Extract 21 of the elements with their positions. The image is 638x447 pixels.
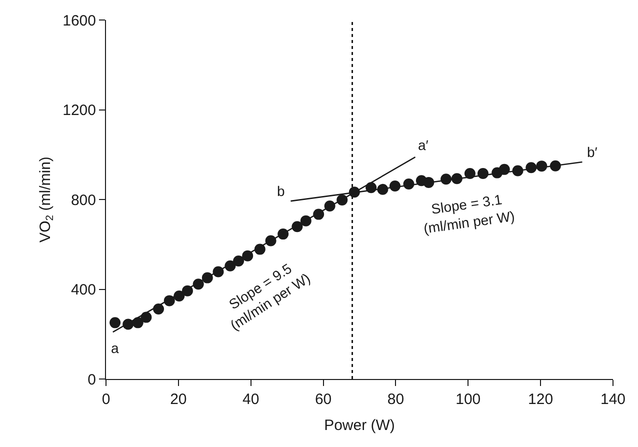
y-tick-label: 0 — [88, 371, 96, 388]
y-tick-label: 400 — [70, 282, 96, 298]
y-tick-label: 1200 — [62, 102, 96, 119]
x-tick-label: 40 — [242, 391, 260, 408]
annotation: b′ — [587, 144, 598, 160]
x-tick-label: 140 — [600, 391, 626, 408]
point — [110, 317, 121, 328]
annotation: Slope = 3.1 (ml/min per W) — [422, 191, 516, 236]
point — [464, 168, 476, 179]
x-tick-label: 100 — [456, 391, 481, 408]
x-tick-label: 0 — [102, 391, 110, 408]
y-tick-label: 1600 — [62, 12, 96, 30]
x-axis-title: Power (W) — [324, 417, 395, 434]
annotation: a — [111, 340, 119, 356]
x-tick-label: 120 — [528, 391, 554, 408]
annotation: a′ — [418, 137, 429, 153]
x-tick-label: 60 — [314, 391, 332, 408]
annotation: b — [277, 183, 285, 199]
y-tick-label: 800 — [70, 192, 96, 209]
x-tick-label: 80 — [387, 391, 404, 408]
x-tick-label: 20 — [170, 391, 187, 408]
